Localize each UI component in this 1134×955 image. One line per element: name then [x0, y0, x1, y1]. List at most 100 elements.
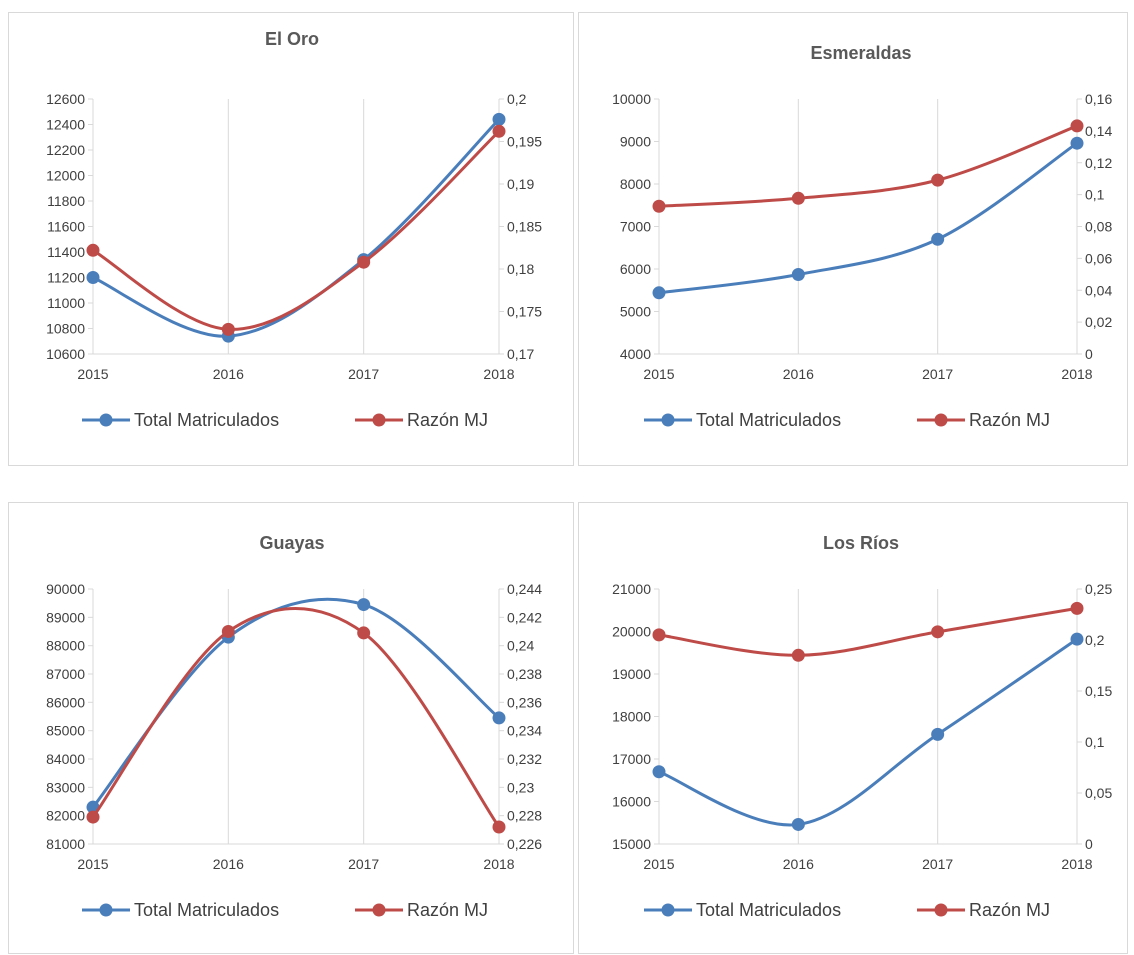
y-right-tick-label: 0,08 — [1085, 219, 1112, 235]
y-right-tick-label: 0,185 — [507, 219, 542, 235]
x-tick-label: 2016 — [783, 856, 814, 872]
y-left-tick-label: 5000 — [620, 304, 651, 320]
chart-title: Los Ríos — [823, 533, 899, 553]
x-tick-label: 2017 — [922, 856, 953, 872]
data-point-total-matriculados — [652, 286, 666, 300]
y-right-tick-label: 0,1 — [1085, 187, 1105, 203]
y-right-tick-label: 0,12 — [1085, 155, 1112, 171]
y-left-tick-label: 85000 — [46, 723, 85, 739]
data-point-total-matriculados — [86, 271, 100, 284]
legend-label-total-matriculados: Total Matriculados — [134, 410, 279, 430]
y-right-tick-label: 0 — [1085, 836, 1093, 852]
data-point-razon-mj — [931, 625, 945, 639]
data-point-razon-mj — [492, 820, 506, 834]
y-left-tick-label: 12200 — [46, 142, 85, 158]
y-left-tick-label: 10600 — [46, 346, 85, 362]
x-tick-label: 2015 — [643, 366, 674, 382]
y-left-tick-label: 17000 — [612, 751, 651, 767]
series-line-total-matriculados — [91, 597, 500, 809]
y-left-tick-label: 83000 — [46, 779, 85, 795]
legend-label-razon-mj: Razón MJ — [969, 410, 1050, 430]
y-left-tick-label: 11200 — [47, 270, 85, 286]
y-left-tick-label: 15000 — [612, 836, 651, 852]
y-left-tick-label: 19000 — [612, 666, 651, 682]
y-left-tick-label: 8000 — [620, 176, 651, 192]
y-right-tick-label: 0,18 — [507, 261, 534, 277]
data-point-razon-mj — [86, 810, 100, 824]
legend-label-razon-mj: Razón MJ — [407, 410, 488, 430]
y-right-tick-label: 0,25 — [1085, 581, 1112, 597]
y-right-tick-label: 0,17 — [507, 346, 534, 362]
x-tick-label: 2017 — [348, 856, 379, 872]
y-left-tick-label: 18000 — [612, 709, 651, 725]
legend-marker-razon-mj — [372, 413, 386, 427]
y-left-tick-label: 89000 — [46, 609, 85, 625]
chart-svg-guayas: Guayas 81000 82000 83000 84000 85000 86000 8700… — [46, 533, 542, 920]
y-right-tick-label: 0,05 — [1085, 785, 1112, 801]
x-tick-label: 2016 — [213, 366, 244, 382]
chart-svg-los-rios: Los Ríos 15000 16000 17000 18000 19000 20000 21… — [612, 533, 1112, 920]
legend-label-razon-mj: Razón MJ — [969, 900, 1050, 920]
data-point-razon-mj — [791, 648, 805, 662]
legend-marker-razon-mj — [934, 903, 948, 917]
data-point-total-matriculados — [791, 268, 805, 282]
data-point-razon-mj — [357, 255, 371, 269]
series-line-razon-mj — [658, 606, 1078, 657]
chart-panel-los-rios: Los Ríos 15000 16000 17000 18000 19000 20000 21… — [578, 502, 1128, 954]
y-left-tick-label: 4000 — [620, 346, 651, 362]
y-right-tick-label: 0,238 — [507, 666, 542, 682]
data-point-razon-mj — [86, 243, 100, 257]
legend-marker-total-matriculados — [661, 413, 675, 427]
legend-marker-total-matriculados — [661, 903, 675, 917]
y-left-tick-label: 9000 — [620, 134, 651, 150]
y-right-tick-label: 0,242 — [507, 609, 542, 625]
series-line-total-matriculados — [92, 118, 501, 338]
series-line-razon-mj — [658, 124, 1078, 208]
data-point-total-matriculados — [492, 112, 506, 126]
y-right-tick-label: 0,16 — [1085, 91, 1112, 107]
x-tick-label: 2015 — [77, 856, 108, 872]
x-tick-label: 2018 — [1061, 366, 1092, 382]
y-right-tick-label: 0 — [1085, 346, 1093, 362]
data-point-razon-mj — [357, 626, 371, 640]
y-left-tick-label: 10000 — [612, 91, 651, 107]
chart-panel-esmeraldas: Esmeraldas 4000 5000 6000 7000 8000 9000 10000 0… — [578, 12, 1128, 466]
x-tick-label: 2016 — [783, 366, 814, 382]
chart-title: Guayas — [259, 533, 324, 553]
chart-svg-esmeraldas: Esmeraldas 4000 5000 6000 7000 8000 9000 10000 0… — [612, 43, 1112, 430]
legend-label-total-matriculados: Total Matriculados — [696, 900, 841, 920]
data-point-total-matriculados — [931, 727, 945, 741]
chart-panel-guayas: Guayas 81000 82000 83000 84000 85000 86000 8700… — [8, 502, 574, 954]
y-right-tick-label: 0,228 — [507, 808, 542, 824]
chart-svg-el-oro: El Oro 10600 10800 11000 11200 11400 11600 1180… — [46, 29, 542, 430]
y-left-tick-label: 12400 — [46, 117, 85, 133]
data-point-razon-mj — [221, 625, 235, 638]
chart-title: El Oro — [265, 29, 319, 49]
chart-panel-el-oro: El Oro 10600 10800 11000 11200 11400 11600 1180… — [8, 12, 574, 466]
y-left-tick-label: 12600 — [46, 91, 85, 107]
y-right-tick-label: 0,15 — [1085, 683, 1112, 699]
data-point-total-matriculados — [931, 232, 945, 246]
y-left-tick-label: 82000 — [46, 808, 85, 824]
y-right-tick-label: 0,195 — [507, 134, 542, 150]
y-left-tick-label: 21000 — [612, 581, 651, 597]
y-left-tick-label: 88000 — [46, 638, 85, 654]
data-point-razon-mj — [652, 199, 666, 213]
legend-marker-razon-mj — [372, 903, 386, 917]
y-right-tick-label: 0,24 — [507, 638, 534, 654]
y-right-tick-label: 0,04 — [1085, 282, 1112, 298]
x-tick-label: 2016 — [213, 856, 244, 872]
series-line-total-matriculados — [658, 141, 1078, 295]
data-point-razon-mj — [221, 322, 235, 336]
y-right-tick-label: 0,175 — [507, 304, 542, 320]
data-point-razon-mj — [1070, 601, 1084, 615]
legend-label-total-matriculados: Total Matriculados — [134, 900, 279, 920]
y-right-tick-label: 0,06 — [1085, 250, 1112, 266]
data-point-razon-mj — [931, 173, 945, 187]
chart-title: Esmeraldas — [810, 43, 911, 63]
y-left-tick-label: 86000 — [46, 694, 85, 710]
legend-marker-total-matriculados — [99, 413, 113, 427]
y-left-tick-label: 87000 — [46, 666, 85, 682]
data-point-total-matriculados — [652, 765, 666, 779]
x-tick-label: 2017 — [348, 366, 379, 382]
